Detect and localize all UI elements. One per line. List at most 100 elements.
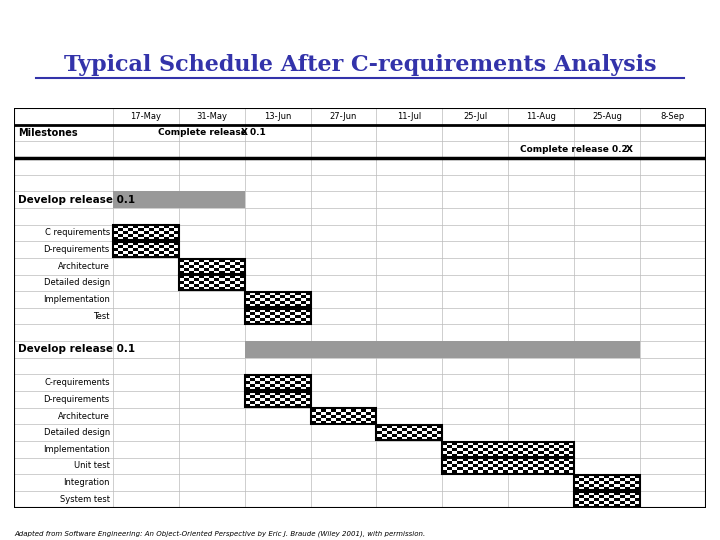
Bar — [275, 321, 280, 323]
Bar — [619, 501, 624, 504]
Bar — [417, 425, 422, 428]
Bar — [442, 442, 447, 445]
Text: Complete release 0.2: Complete release 0.2 — [520, 145, 628, 154]
Bar — [265, 398, 270, 401]
Bar — [619, 478, 624, 481]
Bar — [290, 384, 295, 387]
Bar — [604, 498, 609, 501]
Bar — [280, 401, 285, 404]
Bar — [285, 381, 290, 384]
Text: Adapted from Software Engineering: An Object-Oriented Perspective by Eric J. Bra: Adapted from Software Engineering: An Ob… — [14, 531, 426, 537]
Bar — [275, 304, 280, 307]
Bar — [255, 292, 260, 295]
Bar — [179, 287, 184, 291]
Bar — [143, 248, 148, 251]
Bar — [569, 445, 574, 448]
Bar — [442, 448, 447, 451]
Bar — [493, 464, 498, 468]
Bar — [270, 384, 275, 387]
Bar — [366, 411, 372, 415]
Bar — [118, 234, 123, 238]
Bar — [630, 501, 635, 504]
Bar — [493, 470, 498, 474]
Bar — [260, 378, 265, 381]
Bar — [523, 442, 528, 445]
Bar — [295, 321, 300, 323]
Bar — [554, 458, 559, 462]
Bar — [518, 462, 523, 464]
Bar — [472, 454, 478, 457]
Bar — [508, 451, 513, 454]
Bar — [351, 408, 356, 411]
Bar — [118, 251, 123, 254]
Bar — [472, 458, 478, 462]
Bar — [148, 234, 153, 238]
Bar — [422, 428, 427, 431]
Bar — [442, 442, 574, 457]
Bar — [265, 381, 270, 384]
Bar — [564, 442, 569, 445]
Bar — [437, 425, 442, 428]
Bar — [285, 298, 290, 301]
Bar — [174, 231, 179, 234]
Bar — [559, 451, 564, 454]
Bar — [245, 375, 310, 390]
Bar — [528, 468, 534, 470]
Bar — [133, 238, 138, 240]
Bar — [518, 445, 523, 448]
Bar — [280, 384, 285, 387]
Bar — [437, 431, 442, 434]
Bar — [549, 451, 554, 454]
Bar — [630, 478, 635, 481]
Bar — [305, 381, 310, 384]
Bar — [143, 254, 148, 257]
Bar — [260, 312, 265, 315]
Bar — [275, 375, 280, 378]
Text: Detailed design: Detailed design — [44, 278, 110, 287]
Bar — [300, 318, 305, 321]
Bar — [462, 458, 467, 462]
Bar — [285, 321, 290, 323]
Bar — [614, 498, 619, 501]
Bar — [584, 498, 589, 501]
Bar — [123, 225, 128, 228]
Bar — [275, 292, 280, 295]
Bar — [569, 468, 574, 470]
Text: Milestones: Milestones — [18, 128, 77, 138]
Bar — [523, 458, 528, 462]
Bar — [432, 434, 437, 437]
Bar — [488, 451, 493, 454]
Bar — [265, 315, 270, 318]
Bar — [498, 462, 503, 464]
Bar — [250, 384, 255, 387]
Bar — [245, 321, 250, 323]
Bar — [189, 265, 194, 268]
Bar — [589, 501, 594, 504]
Bar — [179, 259, 245, 274]
Bar — [158, 245, 163, 248]
Bar — [305, 315, 310, 318]
Bar — [346, 417, 351, 421]
Bar — [452, 454, 457, 457]
Bar — [315, 417, 320, 421]
Bar — [452, 470, 457, 474]
Bar — [240, 275, 245, 278]
Bar — [285, 387, 290, 390]
Bar — [387, 425, 392, 428]
Bar — [260, 295, 265, 298]
Bar — [513, 458, 518, 462]
Bar — [346, 411, 351, 415]
Bar — [260, 395, 265, 398]
Bar — [457, 451, 462, 454]
Bar — [564, 454, 569, 457]
Bar — [280, 378, 285, 381]
Bar — [614, 492, 619, 495]
Bar — [488, 468, 493, 470]
Bar — [387, 437, 392, 440]
Text: X: X — [626, 145, 633, 154]
Bar — [123, 238, 128, 240]
Bar — [255, 392, 260, 395]
Bar — [467, 445, 472, 448]
Bar — [169, 251, 174, 254]
Bar — [320, 415, 326, 417]
